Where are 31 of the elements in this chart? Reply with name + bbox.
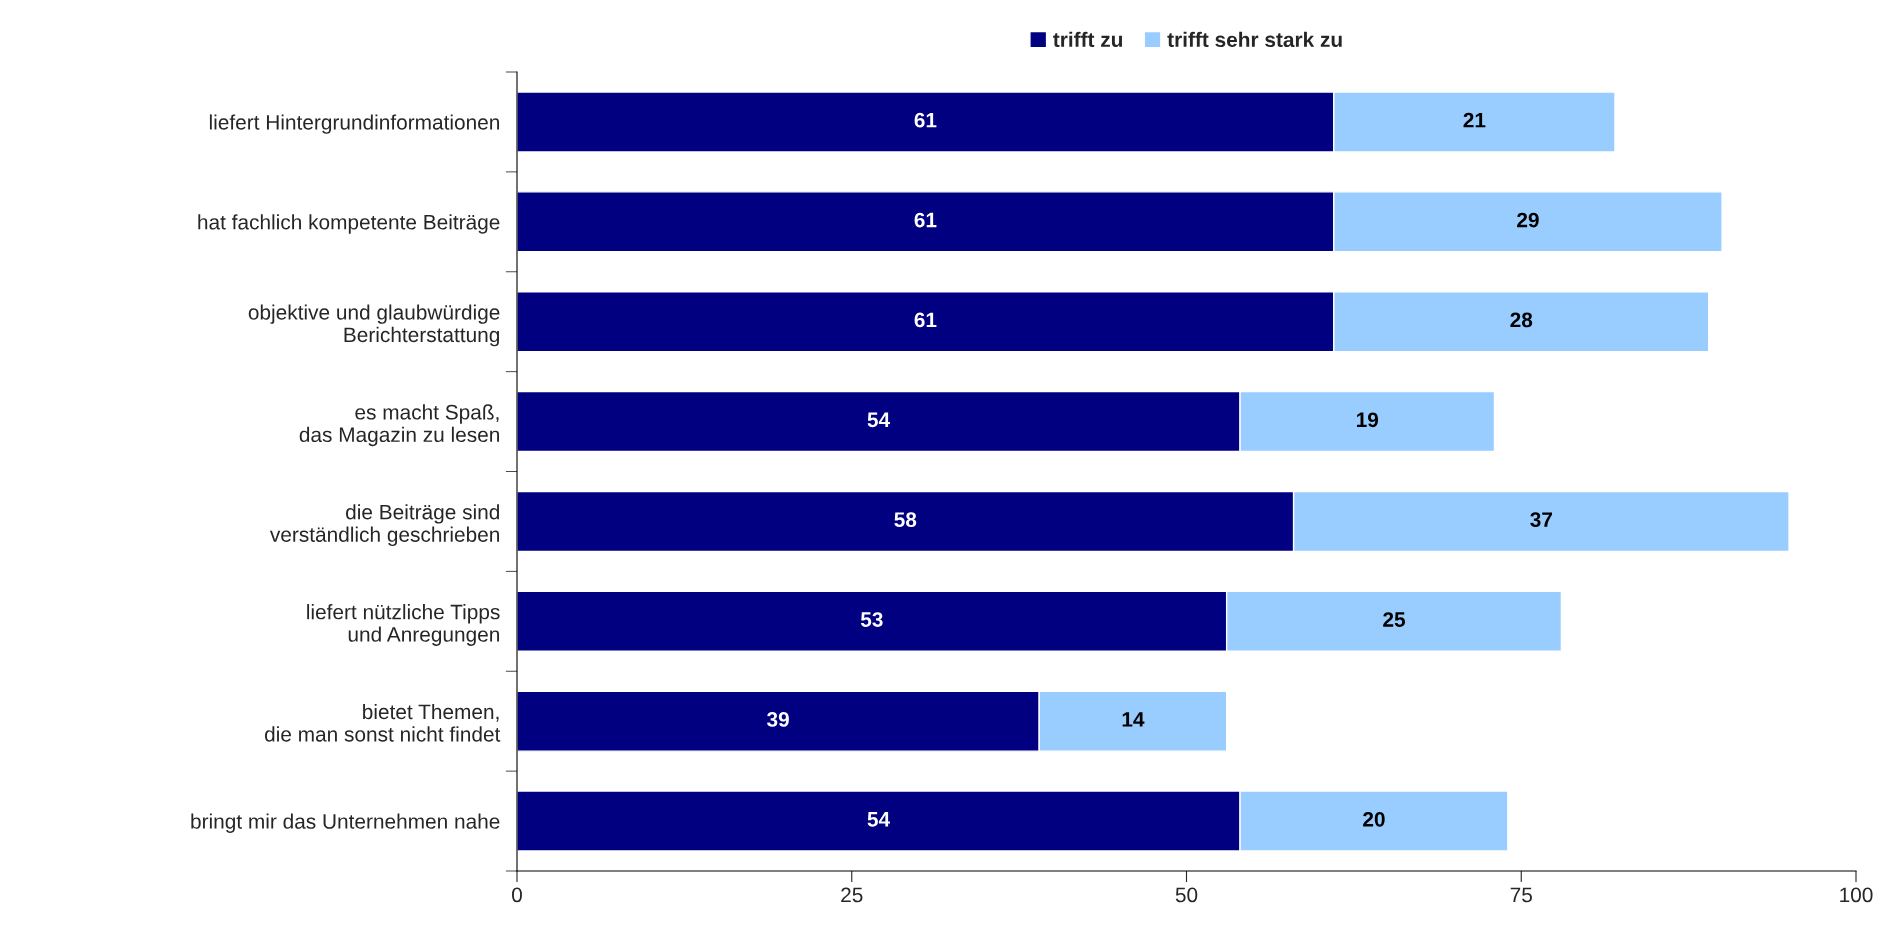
data-label: 20 <box>1363 811 1385 827</box>
x-tick-label: 100 <box>1840 887 1873 903</box>
x-tick-label: 0 <box>512 887 522 903</box>
y-tick-label: es macht Spaß, das Magazin zu lesen <box>299 404 499 447</box>
y-tick-label: liefert nützliche Tipps und Anregungen <box>307 604 500 646</box>
x-tick-label: 50 <box>1175 887 1198 903</box>
data-label: 37 <box>1530 512 1553 528</box>
y-tick-label: liefert Hintergrundinformationen <box>209 114 499 134</box>
data-label: 61 <box>914 212 937 228</box>
legend-label: trifft zu <box>1053 31 1123 48</box>
legend-label: trifft sehr stark zu <box>1167 31 1342 48</box>
data-label: 28 <box>1510 312 1533 328</box>
data-label: 58 <box>894 512 917 528</box>
y-tick-label: bietet Themen, die man sonst nicht findet <box>264 703 501 742</box>
y-tick-label: die Beiträge sind verständlich geschrieben <box>269 504 499 547</box>
x-tick-label: 75 <box>1510 887 1532 903</box>
data-label: 53 <box>860 612 883 627</box>
data-label: 54 <box>867 812 891 827</box>
data-label: 29 <box>1517 212 1539 228</box>
data-label: 25 <box>1383 612 1406 627</box>
data-label: 14 <box>1122 712 1145 727</box>
y-tick-label: objektive und glaubwürdige Berichterstattung <box>248 304 500 347</box>
data-label: 21 <box>1463 112 1486 128</box>
data-label: 39 <box>767 712 789 727</box>
data-label: 54 <box>867 412 891 428</box>
y-tick-label: hat fachlich kompetente Beiträge <box>198 214 500 234</box>
x-tick-label: 25 <box>841 887 863 903</box>
y-tick-label: bringt mir das Unternehmen nahe <box>191 813 500 833</box>
data-label: 61 <box>914 112 937 128</box>
data-label: 19 <box>1356 412 1379 428</box>
data-label: 61 <box>914 312 937 328</box>
